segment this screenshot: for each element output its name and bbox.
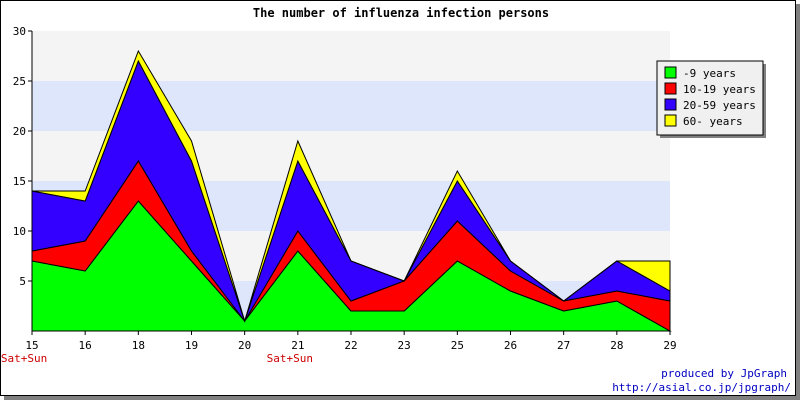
background-band <box>32 31 670 81</box>
x-sublabel: Sat+Sun <box>267 352 313 365</box>
x-tick-label: 15 <box>25 339 38 352</box>
legend-label: 20-59 years <box>683 99 756 112</box>
legend-swatch <box>664 114 677 127</box>
x-tick-label: 29 <box>663 339 676 352</box>
x-tick-label: 16 <box>79 339 92 352</box>
x-tick-label: 28 <box>610 339 623 352</box>
y-tick-label: 15 <box>13 175 26 188</box>
legend-swatch <box>664 98 677 111</box>
x-tick-label: 25 <box>451 339 464 352</box>
series-area <box>31 49 671 323</box>
x-tick-label: 18 <box>132 339 145 352</box>
legend-label: 60- years <box>683 115 743 128</box>
legend-swatch <box>664 66 677 79</box>
chart-title: The number of influenza infection person… <box>253 6 549 20</box>
y-tick-label: 10 <box>13 225 26 238</box>
x-tick-label: 19 <box>185 339 198 352</box>
y-tick-label: 20 <box>13 125 26 138</box>
credit-link[interactable]: http://asial.co.jp/jpgraph/ <box>612 381 791 394</box>
x-tick-label: 23 <box>398 339 411 352</box>
x-sublabel: Sat+Sun <box>1 352 47 365</box>
y-tick-label: 30 <box>13 25 26 38</box>
legend-swatch <box>664 82 677 95</box>
series-layer <box>31 49 672 332</box>
legend-label: -9 years <box>683 67 736 80</box>
x-tick-label: 22 <box>344 339 357 352</box>
legend: -9 years 10-19 years 20-59 years 60- years <box>656 60 766 138</box>
x-tick-label: 20 <box>238 339 251 352</box>
y-tick-label: 5 <box>19 275 26 288</box>
x-tick-label: 26 <box>504 339 517 352</box>
legend-label: 10-19 years <box>683 83 756 96</box>
credit-line-1: produced by JpGraph <box>661 367 787 380</box>
x-tick-label: 27 <box>557 339 570 352</box>
y-tick-label: 25 <box>13 75 26 88</box>
x-tick-label: 21 <box>291 339 304 352</box>
